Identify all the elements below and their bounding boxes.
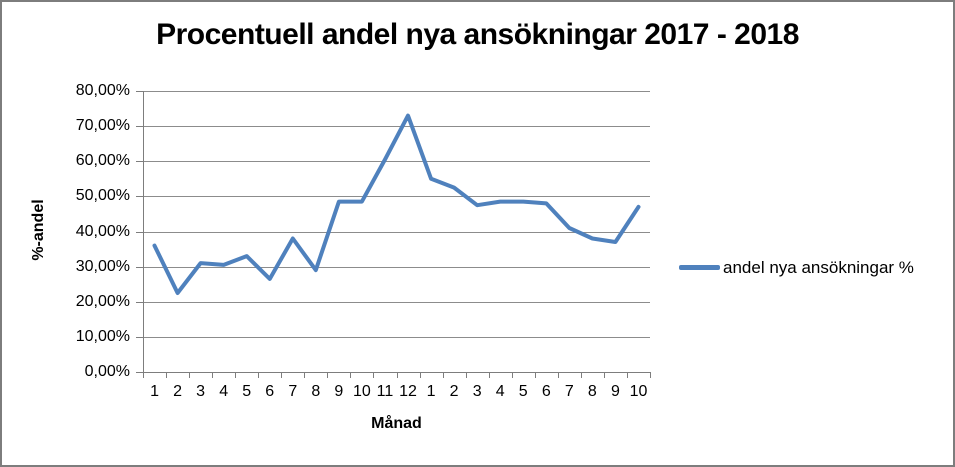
x-tick-label: 2 [173,383,183,400]
y-tick-label: 30,00% [75,257,130,275]
x-tick-label: 1 [426,383,436,400]
legend-series-label: andel nya ansökningar % [723,257,914,277]
y-tick-label: 80,00% [75,82,130,99]
legend: andel nya ansökningar % [679,255,914,280]
x-tick-label: 2 [449,383,459,400]
x-tick-label: 8 [311,383,321,400]
chart-title: Procentuell andel nya ansökningar 2017 -… [156,18,799,51]
x-tick-label: 5 [518,383,528,400]
x-tick-label: 9 [610,383,620,400]
x-tick-label: 3 [472,383,482,400]
x-tick-label: 12 [399,383,417,400]
y-tick-label: 0,00% [84,363,130,380]
legend-line-marker [679,265,720,270]
y-tick-label: 10,00% [75,327,130,345]
x-tick-label: 6 [541,383,551,400]
x-tick-label: 10 [629,383,648,400]
x-tick-label: 1 [150,383,159,400]
y-tick-label: 40,00% [75,222,130,240]
x-tick-label: 6 [265,383,275,400]
x-tick-label: 4 [219,383,229,400]
x-tick-label: 4 [495,383,505,400]
x-tick-label: 3 [196,383,206,400]
x-tick-label: 8 [587,383,597,400]
x-tick-label: 11 [376,383,394,400]
x-tick-label: 7 [564,383,574,400]
data-line [152,113,641,295]
y-tick-label: 70,00% [75,117,130,135]
x-tick-label: 5 [242,383,252,400]
x-axis-title: Månad [371,415,422,432]
x-tick-label: 7 [288,383,298,400]
y-tick-label: 50,00% [75,187,130,205]
y-axis-title: %-andel [30,199,47,261]
x-tick-label: 10 [353,383,371,400]
y-tick-label: 60,00% [75,152,130,170]
x-tick-label: 9 [334,383,344,400]
y-tick-label: 20,00% [75,292,130,310]
